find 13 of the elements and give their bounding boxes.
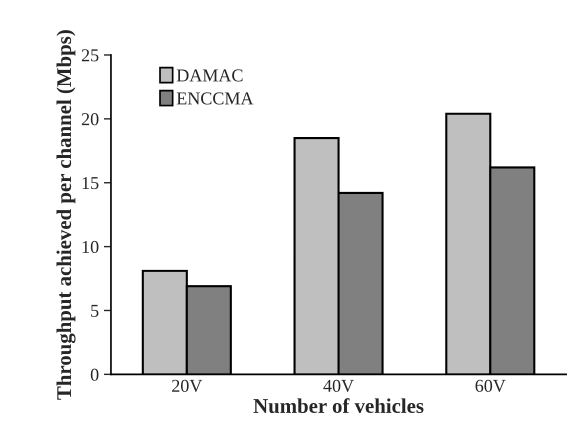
legend-label: ENCCMA [176,92,254,105]
x-tick-label: 20V [172,380,202,392]
y-tick-label: 10 [82,240,98,254]
y-tick-label: 5 [91,304,98,317]
y-tick-label: 20 [82,113,98,126]
x-tick-label: 60V [476,380,506,392]
y-tick-label: 25 [82,49,98,62]
x-tick-label: 40V [323,380,354,392]
x-axis-title: Number of vehicles [254,398,424,414]
legend-label: DAMAC [176,69,242,82]
y-axis-title: Throughput achieved per channel (Mbps) [56,30,76,400]
y-tick-label: 0 [90,368,98,381]
y-tick-label: 15 [82,177,98,190]
